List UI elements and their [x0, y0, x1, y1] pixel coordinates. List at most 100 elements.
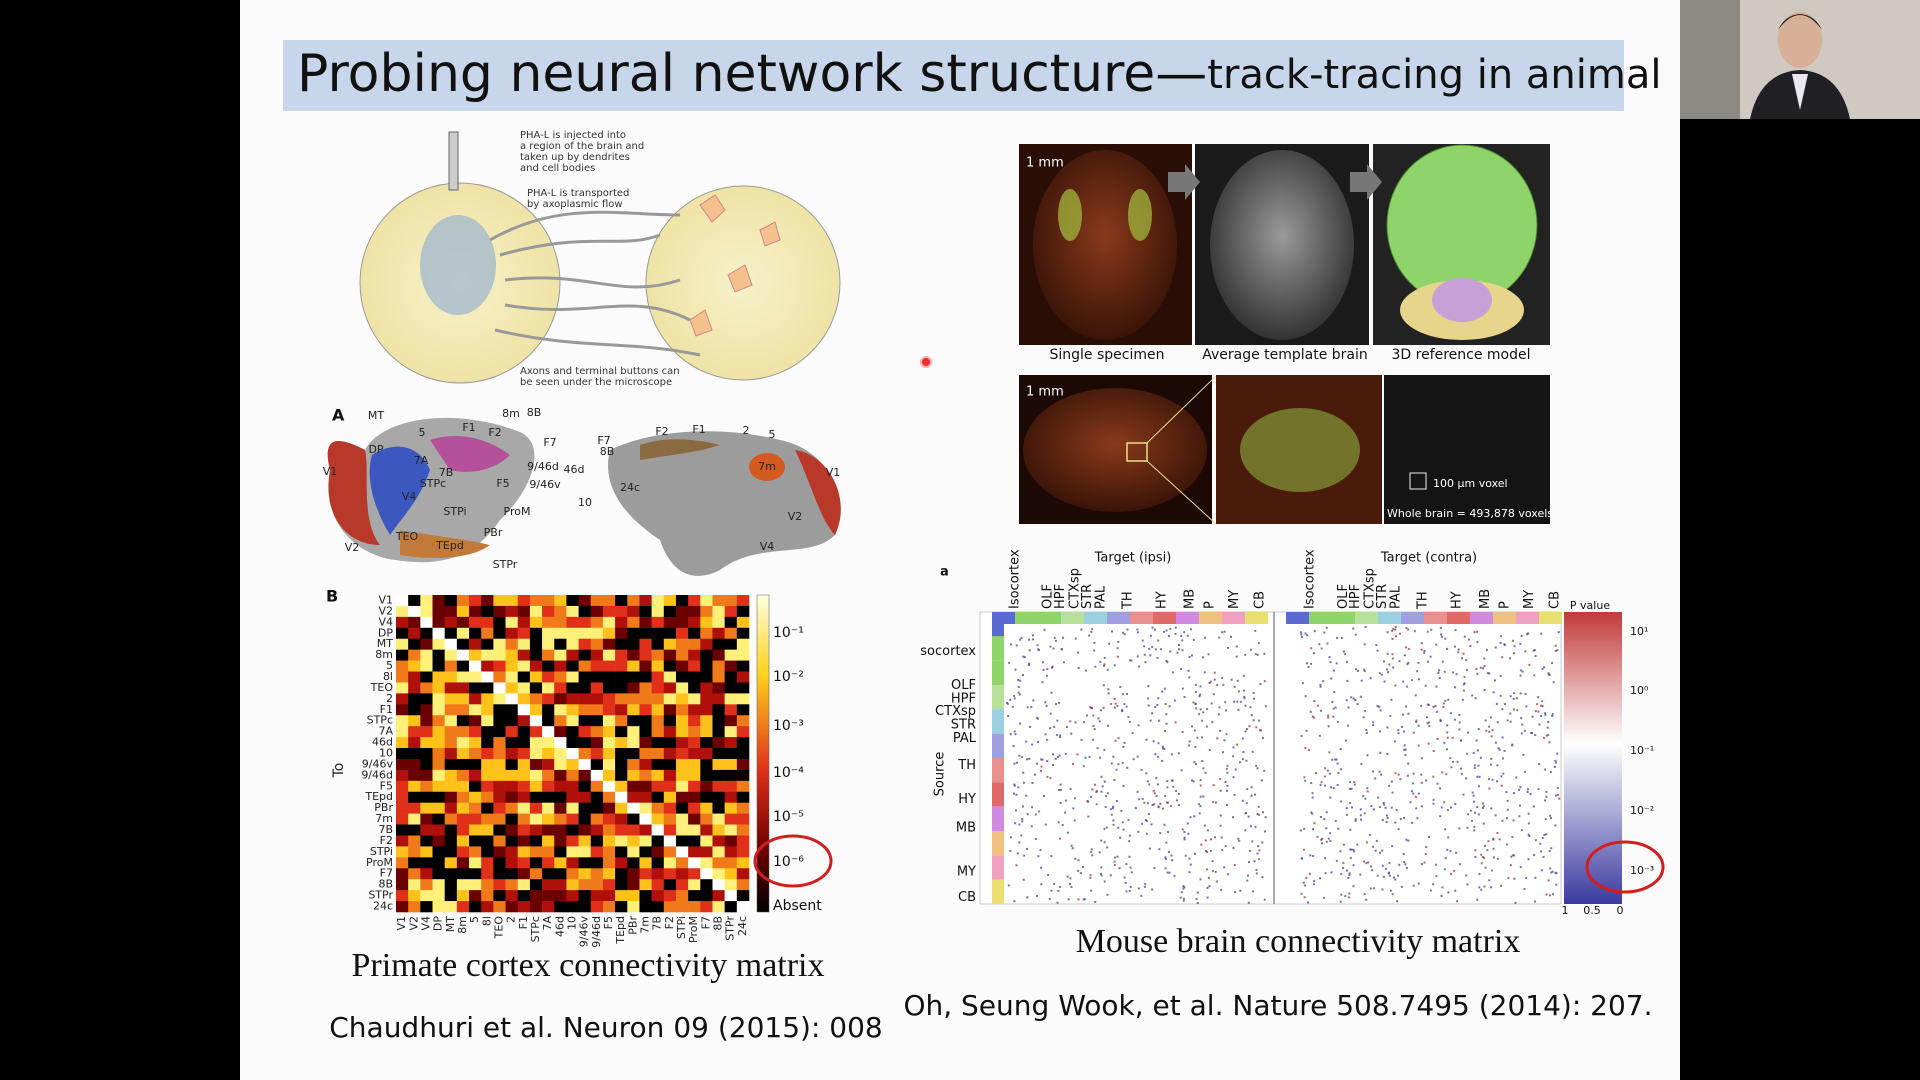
matrix-cell — [444, 649, 458, 661]
matrix-cell — [688, 879, 701, 891]
matrix-dot — [1021, 820, 1024, 823]
matrix-dot — [1476, 630, 1479, 633]
matrix-dot — [1256, 767, 1259, 770]
matrix-dot — [1547, 720, 1550, 723]
matrix-dot — [1508, 657, 1511, 660]
matrix-dot — [1404, 863, 1407, 866]
matrix-dot — [1539, 715, 1542, 718]
matrix-cell — [615, 616, 628, 629]
matrix-dot — [1036, 740, 1039, 743]
matrix-dot — [1108, 642, 1111, 645]
matrix-cell — [396, 737, 409, 749]
row-label: 7m — [375, 812, 393, 825]
matrix-cell — [627, 595, 640, 607]
matrix-cell — [590, 605, 604, 618]
matrix-cell — [712, 748, 725, 760]
matrix-dot — [1257, 642, 1260, 645]
matrix-cell — [590, 890, 604, 902]
matrix-cell — [663, 748, 677, 760]
annotation: PHA-L is transported — [527, 188, 629, 199]
matrix-cell — [420, 846, 433, 858]
matrix-cell — [396, 638, 409, 650]
matrix-dot — [1494, 741, 1497, 744]
matrix-cell — [517, 616, 531, 629]
target-label: HY — [1155, 591, 1170, 609]
matrix-dot — [1407, 712, 1410, 715]
matrix-dot — [1390, 780, 1393, 783]
matrix-dot — [1230, 678, 1233, 681]
matrix-cell — [724, 758, 738, 771]
matrix-dot — [1446, 748, 1449, 751]
matrix-dot — [1534, 655, 1537, 658]
matrix-dot — [1339, 850, 1342, 853]
matrix-cell — [408, 638, 421, 650]
matrix-cell — [736, 824, 750, 836]
matrix-dot — [1028, 638, 1031, 641]
matrix-dot — [1089, 706, 1092, 709]
matrix-dot — [1393, 740, 1396, 743]
matrix-dot — [1312, 854, 1315, 857]
matrix-dot — [1070, 844, 1073, 847]
matrix-cell — [663, 660, 677, 672]
matrix-dot — [1394, 628, 1397, 631]
matrix-cell — [432, 627, 445, 640]
matrix-dot — [1049, 712, 1052, 715]
matrix-cell — [505, 890, 519, 902]
matrix-dot — [1318, 877, 1321, 880]
matrix-cell — [408, 737, 421, 749]
brain-area-label: 46d — [564, 463, 585, 476]
matrix-dot — [1556, 786, 1559, 789]
matrix-dot — [1335, 662, 1338, 665]
matrix-dot — [1454, 889, 1457, 892]
matrix-dot — [1188, 871, 1191, 874]
matrix-dot — [1242, 674, 1245, 677]
matrix-dot — [1073, 819, 1076, 822]
row-label: F7 — [380, 867, 393, 880]
matrix-cell — [736, 791, 750, 803]
matrix-cell — [688, 835, 701, 847]
matrix-cell — [493, 671, 506, 683]
matrix-dot — [1527, 858, 1530, 861]
matrix-cell — [408, 649, 421, 661]
matrix-cell — [542, 791, 555, 803]
matrix-cell — [712, 595, 725, 607]
matrix-cell — [396, 627, 409, 640]
matrix-dot — [1347, 896, 1350, 899]
matrix-cell — [517, 813, 531, 825]
matrix-dot — [1190, 779, 1193, 782]
matrix-cell — [542, 758, 555, 771]
matrix-cell — [554, 791, 567, 803]
matrix-cell — [700, 780, 713, 793]
matrix-dot — [1322, 680, 1325, 683]
region-strip — [1130, 612, 1153, 624]
matrix-dot — [1332, 707, 1335, 710]
row-label: 9/46v — [362, 757, 394, 770]
matrix-dot — [1238, 839, 1241, 842]
matrix-dot — [1103, 880, 1106, 883]
matrix-dot — [1503, 644, 1506, 647]
matrix-dot — [1173, 699, 1176, 702]
matrix-dot — [1233, 700, 1236, 703]
matrix-dot — [1346, 661, 1349, 664]
matrix-dot — [1342, 650, 1345, 653]
matrix-dot — [1206, 896, 1209, 899]
matrix-dot — [1143, 653, 1146, 656]
matrix-dot — [1166, 871, 1169, 874]
matrix-dot — [1441, 660, 1444, 663]
matrix-dot — [1069, 877, 1072, 880]
matrix-dot — [1453, 645, 1456, 648]
matrix-cell — [493, 737, 506, 749]
matrix-dot — [1391, 893, 1394, 896]
matrix-dot — [1407, 628, 1410, 631]
matrix-dot — [1091, 706, 1094, 709]
matrix-dot — [1098, 720, 1101, 723]
matrix-dot — [1226, 764, 1229, 767]
matrix-dot — [1181, 730, 1184, 733]
matrix-dot — [1366, 754, 1369, 757]
matrix-cell — [602, 660, 616, 672]
matrix-dot — [1479, 756, 1482, 759]
matrix-dot — [1106, 893, 1109, 896]
column-label: TEpd — [614, 916, 627, 945]
matrix-dot — [1012, 745, 1015, 748]
matrix-dot — [1125, 863, 1128, 866]
